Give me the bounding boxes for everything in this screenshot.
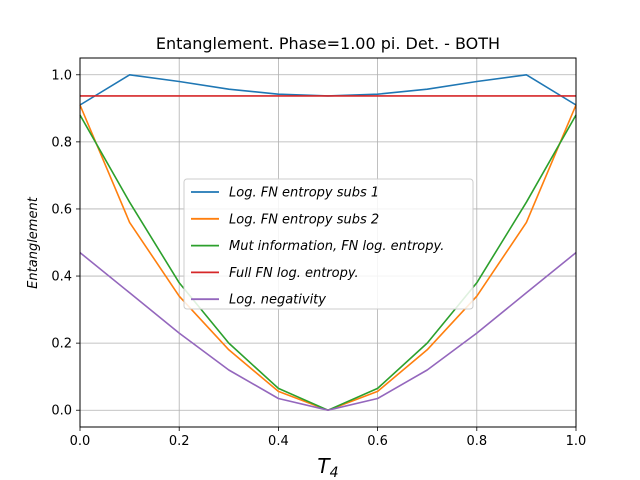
x-tick-label: 0.0 (70, 434, 91, 449)
legend-entry: Full FN log. entropy. (229, 266, 359, 281)
y-tick-label: 1.0 (51, 68, 72, 83)
series-lines (79, 74, 577, 412)
y-tick-label: 0.8 (51, 135, 72, 150)
x-tick-label: 0.4 (268, 434, 289, 449)
y-tick-label: 0.2 (51, 337, 72, 352)
series-line-5 (79, 251, 577, 412)
series-line-1 (79, 74, 577, 106)
legend-box (183, 178, 474, 310)
x-axis-label: T4 (317, 454, 338, 480)
y-axis-ticks: 0.0 0.2 0.4 0.6 0.8 1.0 (51, 68, 80, 419)
legend-entry: Log. FN entropy subs 2 (229, 212, 379, 227)
x-tick-label: 1.0 (566, 434, 587, 449)
legend: Log. FN entropy subs 1 Log. FN entropy su… (183, 178, 474, 310)
x-axis-label-subscript: 4 (330, 465, 339, 480)
y-tick-label: 0.0 (51, 404, 72, 419)
plot-frame (79, 57, 577, 428)
y-tick-label: 0.4 (51, 270, 72, 285)
y-axis-label: Entanglement (26, 196, 41, 289)
x-tick-label: 0.2 (169, 434, 190, 449)
legend-entry: Log. negativity (229, 293, 326, 308)
legend-entry: Log. FN entropy subs 1 (229, 186, 379, 201)
chart-title: Entanglement. Phase=1.00 pi. Det. - BOTH (156, 34, 500, 53)
y-tick-label: 0.6 (51, 202, 72, 217)
legend-entry: Mut information, FN log. entropy. (229, 239, 444, 254)
x-tick-label: 0.8 (466, 434, 487, 449)
x-tick-label: 0.6 (367, 434, 388, 449)
x-axis-label-main: T (317, 454, 331, 478)
x-axis-ticks: 0.0 0.2 0.4 0.6 0.8 1.0 (70, 427, 587, 449)
